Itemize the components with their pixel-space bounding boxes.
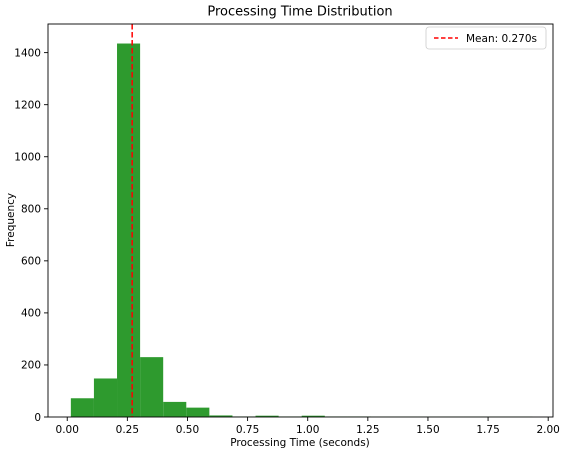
x-axis-label: Processing Time (seconds) (230, 437, 370, 449)
histogram-bar (140, 357, 164, 417)
histogram-bar (93, 378, 118, 417)
y-tick-label: 800 (21, 204, 41, 216)
histogram-bar (209, 415, 233, 417)
legend: Mean: 0.270s (425, 26, 547, 50)
x-tick-label: 1.75 (476, 424, 499, 436)
legend-mean-label: Mean: 0.270s (466, 33, 537, 45)
x-tick-label: 1.25 (356, 424, 379, 436)
y-tick-label: 1200 (14, 99, 41, 111)
y-tick-label: 1000 (14, 152, 41, 164)
histogram-bar (186, 407, 210, 417)
chart-title: Processing Time Distribution (207, 5, 392, 20)
y-axis-label: Frequency (5, 193, 17, 247)
legend-box (425, 26, 547, 50)
y-tick-label: 600 (21, 256, 41, 268)
histogram-bar (163, 401, 187, 417)
plot-frame (47, 23, 554, 418)
y-axis-ticks: 0 200 400 600 800 1000 1200 1400 (14, 47, 48, 424)
x-axis-ticks: 0.00 0.25 0.50 0.75 1.00 1.25 1.50 1.75 2.00 (56, 417, 560, 436)
x-tick-label: 2.00 (536, 424, 559, 436)
histogram-bars (70, 43, 533, 418)
y-tick-label: 400 (21, 308, 41, 320)
x-tick-label: 0.50 (176, 424, 199, 436)
histogram-bar (255, 415, 279, 417)
histogram-bar (70, 398, 94, 417)
histogram-bar (117, 43, 141, 418)
y-tick-label: 0 (34, 412, 41, 424)
x-tick-label: 0.75 (236, 424, 259, 436)
x-tick-label: 0.25 (116, 424, 139, 436)
histogram-bar (301, 415, 325, 417)
y-tick-label: 200 (21, 360, 41, 372)
y-tick-label: 1400 (14, 47, 41, 59)
x-tick-label: 1.50 (416, 424, 439, 436)
x-tick-label: 1.00 (296, 424, 319, 436)
x-tick-label: 0.00 (56, 424, 79, 436)
